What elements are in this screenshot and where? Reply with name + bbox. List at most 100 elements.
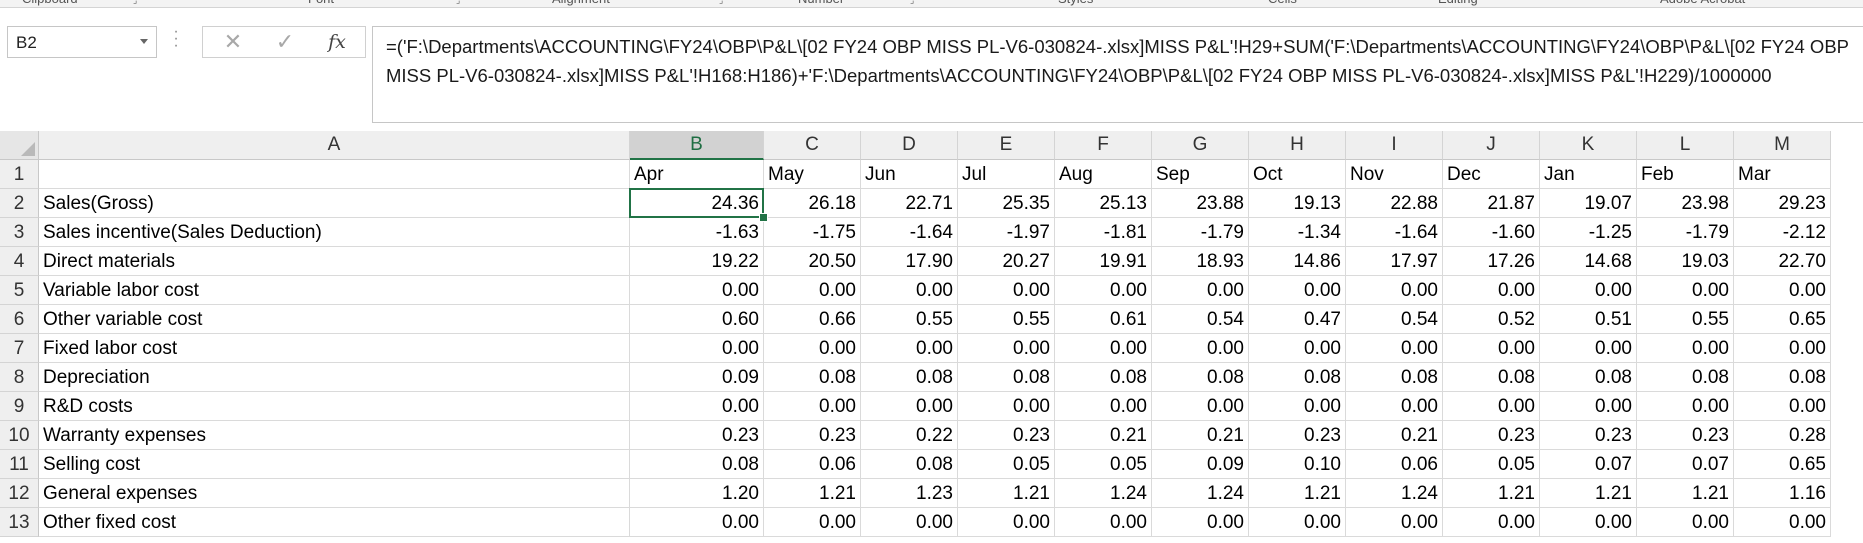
cell-g5[interactable]: 0.00 [1152, 276, 1249, 305]
cell-j11[interactable]: 0.05 [1443, 450, 1540, 479]
cell-m10[interactable]: 0.28 [1734, 421, 1831, 450]
cell-g10[interactable]: 0.21 [1152, 421, 1249, 450]
cell-i9[interactable]: 0.00 [1346, 392, 1443, 421]
cell-b5[interactable]: 0.00 [630, 276, 764, 305]
row-header-3[interactable]: 3 [0, 218, 39, 247]
cell-i1[interactable]: Nov [1346, 160, 1443, 189]
cell-l3[interactable]: -1.79 [1637, 218, 1734, 247]
row-header-2[interactable]: 2 [0, 189, 39, 218]
cell-i13[interactable]: 0.00 [1346, 508, 1443, 537]
cell-c1[interactable]: May [764, 160, 861, 189]
cell-e8[interactable]: 0.08 [958, 363, 1055, 392]
cell-i11[interactable]: 0.06 [1346, 450, 1443, 479]
cell-i4[interactable]: 17.97 [1346, 247, 1443, 276]
cell-f10[interactable]: 0.21 [1055, 421, 1152, 450]
cell-j13[interactable]: 0.00 [1443, 508, 1540, 537]
cell-e10[interactable]: 0.23 [958, 421, 1055, 450]
cell-k11[interactable]: 0.07 [1540, 450, 1637, 479]
cell-e5[interactable]: 0.00 [958, 276, 1055, 305]
cell-c13[interactable]: 0.00 [764, 508, 861, 537]
cell-m6[interactable]: 0.65 [1734, 305, 1831, 334]
cell-e2[interactable]: 25.35 [958, 189, 1055, 218]
cell-f8[interactable]: 0.08 [1055, 363, 1152, 392]
cell-j5[interactable]: 0.00 [1443, 276, 1540, 305]
cell-f4[interactable]: 19.91 [1055, 247, 1152, 276]
cell-g13[interactable]: 0.00 [1152, 508, 1249, 537]
cell-b12[interactable]: 1.20 [630, 479, 764, 508]
cell-c3[interactable]: -1.75 [764, 218, 861, 247]
cell-j12[interactable]: 1.21 [1443, 479, 1540, 508]
cell-g2[interactable]: 23.88 [1152, 189, 1249, 218]
cell-c9[interactable]: 0.00 [764, 392, 861, 421]
cell-h2[interactable]: 19.13 [1249, 189, 1346, 218]
cell-m11[interactable]: 0.65 [1734, 450, 1831, 479]
name-box[interactable]: B2 [7, 26, 157, 58]
cell-c8[interactable]: 0.08 [764, 363, 861, 392]
cell-b9[interactable]: 0.00 [630, 392, 764, 421]
cell-d4[interactable]: 17.90 [861, 247, 958, 276]
cell-h6[interactable]: 0.47 [1249, 305, 1346, 334]
row-header-1[interactable]: 1 [0, 160, 39, 189]
cell-k8[interactable]: 0.08 [1540, 363, 1637, 392]
column-header-g[interactable]: G [1152, 131, 1249, 160]
formula-input[interactable]: =('F:\Departments\ACCOUNTING\FY24\OBP\P&… [372, 26, 1863, 123]
cancel-icon[interactable]: ✕ [223, 29, 243, 54]
cell-i5[interactable]: 0.00 [1346, 276, 1443, 305]
cell-m5[interactable]: 0.00 [1734, 276, 1831, 305]
cell-d3[interactable]: -1.64 [861, 218, 958, 247]
number-launcher-icon[interactable]: ⌟ [910, 0, 915, 5]
cell-d12[interactable]: 1.23 [861, 479, 958, 508]
cell-h12[interactable]: 1.21 [1249, 479, 1346, 508]
cell-f11[interactable]: 0.05 [1055, 450, 1152, 479]
column-header-j[interactable]: J [1443, 131, 1540, 160]
cell-g12[interactable]: 1.24 [1152, 479, 1249, 508]
cell-e3[interactable]: -1.97 [958, 218, 1055, 247]
cell-e7[interactable]: 0.00 [958, 334, 1055, 363]
cell-e6[interactable]: 0.55 [958, 305, 1055, 334]
cell-h5[interactable]: 0.00 [1249, 276, 1346, 305]
cell-d13[interactable]: 0.00 [861, 508, 958, 537]
cell-i3[interactable]: -1.64 [1346, 218, 1443, 247]
cell-k6[interactable]: 0.51 [1540, 305, 1637, 334]
cell-b4[interactable]: 19.22 [630, 247, 764, 276]
cell-l6[interactable]: 0.55 [1637, 305, 1734, 334]
cell-l9[interactable]: 0.00 [1637, 392, 1734, 421]
cell-i10[interactable]: 0.21 [1346, 421, 1443, 450]
row-header-6[interactable]: 6 [0, 305, 39, 334]
cell-h1[interactable]: Oct [1249, 160, 1346, 189]
cell-i7[interactable]: 0.00 [1346, 334, 1443, 363]
cell-h11[interactable]: 0.10 [1249, 450, 1346, 479]
cell-a4[interactable]: Direct materials [39, 247, 630, 276]
cell-m8[interactable]: 0.08 [1734, 363, 1831, 392]
cell-f6[interactable]: 0.61 [1055, 305, 1152, 334]
column-header-f[interactable]: F [1055, 131, 1152, 160]
cell-b6[interactable]: 0.60 [630, 305, 764, 334]
cell-g3[interactable]: -1.79 [1152, 218, 1249, 247]
cell-b11[interactable]: 0.08 [630, 450, 764, 479]
cell-f13[interactable]: 0.00 [1055, 508, 1152, 537]
cell-c4[interactable]: 20.50 [764, 247, 861, 276]
cell-g7[interactable]: 0.00 [1152, 334, 1249, 363]
cell-k9[interactable]: 0.00 [1540, 392, 1637, 421]
cell-g8[interactable]: 0.08 [1152, 363, 1249, 392]
insert-function-icon[interactable]: fx [328, 31, 346, 53]
column-header-c[interactable]: C [764, 131, 861, 160]
cell-f5[interactable]: 0.00 [1055, 276, 1152, 305]
cell-l7[interactable]: 0.00 [1637, 334, 1734, 363]
cell-j9[interactable]: 0.00 [1443, 392, 1540, 421]
column-header-k[interactable]: K [1540, 131, 1637, 160]
alignment-launcher-icon[interactable]: ⌟ [719, 0, 724, 5]
cell-g9[interactable]: 0.00 [1152, 392, 1249, 421]
cell-d8[interactable]: 0.08 [861, 363, 958, 392]
clipboard-launcher-icon[interactable]: ⌟ [133, 0, 138, 5]
column-header-e[interactable]: E [958, 131, 1055, 160]
cell-k5[interactable]: 0.00 [1540, 276, 1637, 305]
cell-k7[interactable]: 0.00 [1540, 334, 1637, 363]
cell-e4[interactable]: 20.27 [958, 247, 1055, 276]
cell-m1[interactable]: Mar [1734, 160, 1831, 189]
column-header-b[interactable]: B [630, 131, 764, 160]
cell-e1[interactable]: Jul [958, 160, 1055, 189]
cell-c5[interactable]: 0.00 [764, 276, 861, 305]
column-header-h[interactable]: H [1249, 131, 1346, 160]
cell-c12[interactable]: 1.21 [764, 479, 861, 508]
